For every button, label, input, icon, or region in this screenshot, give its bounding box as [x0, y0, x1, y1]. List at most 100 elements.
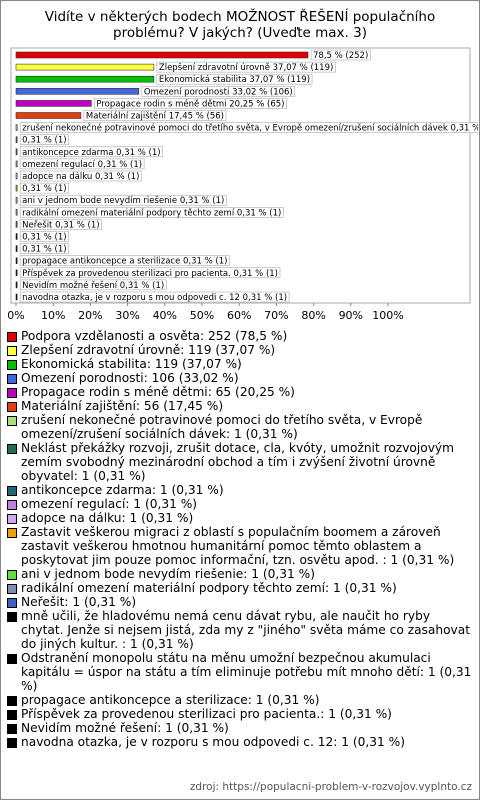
legend-label: Odstranění monopolu státu na měnu umožní…: [21, 651, 472, 693]
bar-label-box: [19, 134, 69, 145]
x-tick-label: 50%: [190, 309, 214, 322]
bar-label-box: [19, 194, 227, 206]
bar-label-box: [156, 61, 336, 73]
bar-label: Propagace rodin s méně dětmi 20,25 % (65…: [96, 98, 284, 109]
legend-swatch: [7, 738, 17, 748]
bar: [15, 257, 18, 265]
bar-label-box: [19, 219, 102, 230]
legend-swatch: [7, 696, 17, 706]
legend-label: Neklást překážky rozvoji, zrušit dotace,…: [21, 441, 455, 483]
legend-label: omezení regulací: 1 (0,31 %): [21, 497, 198, 511]
legend: Podpora vzdělanosti a osvěta: 252 (78,5 …: [6, 329, 472, 749]
bar-label: Ekonomická stabilita 37,07 % (119): [159, 75, 310, 85]
x-tick-label: 80%: [301, 309, 325, 322]
bar-label-box: [19, 243, 69, 254]
legend-label: mně učili, že hladovému nemá cenu dávat …: [21, 609, 471, 651]
legend-swatch: [7, 346, 17, 356]
legend-label: Podpora vzdělanosti a osvěta: 252 (78,5 …: [21, 329, 288, 343]
bar: [15, 136, 18, 143]
bar-label: antikoncepce zdarma 0,31 % (1): [22, 148, 160, 158]
legend-item: zrušení nekonečné potravinové pomoci do …: [6, 413, 472, 441]
legend-label: ani v jednom bode nevydím riešenie: 1 (0…: [21, 567, 315, 581]
legend-label: radikální omezení materiální podpory těc…: [21, 581, 397, 595]
legend-label: Příspěvek za provedenou sterilizaci pro …: [21, 707, 392, 721]
bar: [15, 75, 155, 83]
legend-swatch: [7, 710, 17, 720]
legend-item: ani v jednom bode nevydím riešenie: 1 (0…: [6, 567, 472, 581]
bar: [15, 172, 18, 180]
x-tick-label: 60%: [227, 309, 251, 322]
bar: [15, 51, 309, 59]
legend-swatch: [7, 332, 17, 342]
bar-label: 78,5 % (252): [313, 51, 368, 61]
bar-label-box: [19, 291, 290, 303]
bar-label: 0,31 % (1): [22, 136, 66, 146]
legend-swatch: [7, 416, 17, 426]
legend-label: Materiální zajištění: 56 (17,45 %): [21, 399, 224, 413]
legend-item: omezení regulací: 1 (0,31 %): [6, 497, 472, 511]
bar-label: 0,31 % (1): [22, 245, 66, 255]
bar-label: zrušení nekonečné potravinové pomoci do …: [22, 123, 480, 134]
bar-label-box: [19, 182, 69, 194]
legend-swatch: [7, 612, 17, 622]
bar: [15, 63, 155, 71]
bar-label-box: [19, 231, 69, 242]
legend-label: zrušení nekonečné potravinové pomoci do …: [21, 413, 423, 441]
bar-label-box: [19, 255, 230, 266]
bar-label: propagace antikoncepce a sterilizace 0,3…: [22, 257, 227, 267]
legend-label: Neřešit: 1 (0,31 %): [21, 595, 137, 609]
legend-label: Ekonomická stabilita: 119 (37,07 %): [21, 357, 242, 371]
bar: [15, 269, 18, 277]
bar: [15, 293, 18, 301]
legend-item: Nevidím možné řešení: 1 (0,31 %): [6, 721, 472, 735]
bar-label: Zlepšení zdravotní úrovně 37,07 % (119): [159, 62, 333, 73]
legend-item: Zastavit veškerou migraci z oblastí s po…: [6, 525, 472, 567]
bar: [15, 281, 18, 289]
bar-label-box: [83, 110, 227, 121]
legend-item: radikální omezení materiální podpory těc…: [6, 581, 472, 595]
legend-item: Neřešit: 1 (0,31 %): [6, 595, 472, 609]
bar: [15, 124, 18, 131]
bar-label-box: [19, 146, 163, 158]
legend-swatch: [7, 444, 17, 454]
bar-label: Neřešit 0,31 % (1): [22, 219, 99, 230]
legend-label: Zlepšení zdravotní úrovně: 119 (37,07 %): [21, 343, 276, 357]
x-tick-label: 0%: [7, 309, 24, 322]
bar-label-box: [141, 86, 296, 97]
bar-label: 0,31 % (1): [22, 233, 66, 243]
plot-frame: [10, 47, 471, 304]
bar-label-box: [19, 170, 142, 182]
legend-label: Propagace rodin s méně dětmi: 65 (20,25 …: [21, 385, 295, 399]
legend-item: Omezení porodnosti: 106 (33,02 %): [6, 371, 472, 385]
bar-label: omezení regulací 0,31 % (1): [22, 160, 142, 170]
legend-label: antikoncepce zdarma: 1 (0,31 %): [21, 483, 224, 497]
legend-item: Odstranění monopolu státu na měnu umožní…: [6, 651, 472, 693]
chart-title: Vidíte v některých bodech MOŽNOST ŘEŠENÍ…: [44, 9, 436, 41]
legend-swatch: [7, 486, 17, 496]
legend-item: navodna otazka, je v rozporu s mou odpov…: [6, 735, 472, 749]
legend-item: adopce na dálku: 1 (0,31 %): [6, 511, 472, 525]
bar-label: Materiální zajištění 17,45 % (56): [86, 111, 224, 122]
legend-item: Propagace rodin s méně dětmi: 65 (20,25 …: [6, 385, 472, 399]
bar-label-box: [19, 267, 281, 279]
legend-swatch: [7, 724, 17, 734]
legend-swatch: [7, 528, 17, 538]
legend-label: Omezení porodnosti: 106 (33,02 %): [21, 371, 239, 385]
x-tick-label: 20%: [78, 309, 102, 322]
legend-item: antikoncepce zdarma: 1 (0,31 %): [6, 483, 472, 497]
source: zdroj: https://populacni-problem-v-rozvo…: [189, 781, 472, 793]
bar-label: 0,31 % (1): [22, 184, 66, 194]
bar-label-box: [19, 279, 167, 291]
legend-item: mně učili, že hladovému nemá cenu dávat …: [6, 609, 472, 651]
bar: [15, 209, 18, 216]
legend-item: Podpora vzdělanosti a osvěta: 252 (78,5 …: [6, 329, 472, 343]
bar: [15, 160, 18, 168]
x-tick-label: 40%: [153, 309, 177, 322]
bar: [15, 233, 18, 240]
legend-swatch: [7, 654, 17, 664]
x-tick-label: 70%: [264, 309, 288, 322]
legend-label: propagace antikoncepce a sterilizace: 1 …: [21, 693, 320, 707]
legend-swatch: [7, 584, 17, 594]
x-tick-label: 30%: [115, 309, 139, 322]
legend-swatch: [7, 514, 17, 524]
